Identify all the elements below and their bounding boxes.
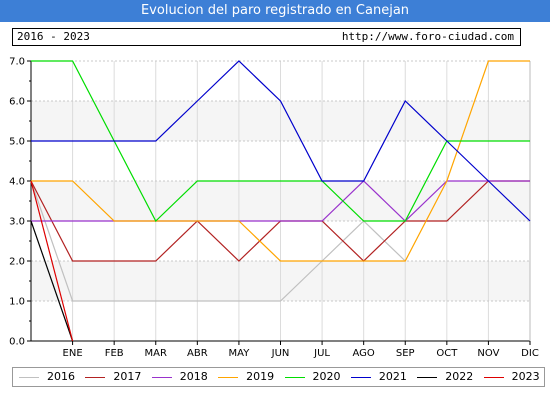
series-line-2021 [31,60,531,222]
series-line-2023 [30,180,74,342]
y-tick-label: 0.0 [9,337,25,348]
legend-item-2020: 2020 [284,368,341,386]
series-line-2019 [31,60,530,262]
legend-label: 2016 [47,370,75,383]
legend-label: 2020 [312,370,341,383]
source-url: http://www.foro-ciudad.com [341,30,514,43]
x-tick-label: OCT [436,348,458,359]
y-tick-label: 6.0 [9,97,25,108]
legend-swatch [350,376,371,378]
x-tick-label: JUN [271,348,290,359]
y-tick-label: 1.0 [9,297,25,308]
legend-swatch [218,376,239,378]
y-tick-label: 7.0 [9,57,25,68]
legend-item-2017: 2017 [85,368,141,386]
legend-label: 2021 [378,370,407,383]
legend-label: 2022 [445,370,474,383]
y-tick-label: 3.0 [9,217,25,228]
legend-label: 2018 [179,370,208,383]
x-tick-label: AGO [353,348,375,359]
legend-item-2022: 2022 [417,368,473,386]
legend-item-2023: 2023 [483,368,540,386]
info-box: 2016 - 2023 http://www.foro-ciudad.com [12,28,521,46]
x-tick-label: ABR [187,348,208,359]
period-label: 2016 - 2023 [17,30,90,43]
legend: 2016 2017 2018 2019 2020 2021 2022 2023 [12,367,545,387]
legend-label: 2017 [113,370,142,383]
x-tick-label: FEB [105,348,124,359]
x-tick-label: ENE [63,348,83,359]
x-tick-label: DIC [521,348,539,359]
y-tick-label: 2.0 [9,257,25,268]
legend-swatch [417,376,438,378]
legend-swatch [85,376,106,378]
y-tick-label: 4.0 [9,177,25,188]
y-tick-label: 5.0 [9,137,25,148]
x-tick-label: MAR [145,348,167,359]
legend-swatch [19,376,39,378]
x-tick-label: NOV [477,348,499,359]
legend-item-2016: 2016 [19,368,75,386]
series-line-2022 [30,220,74,342]
x-tick-label: SEP [396,348,415,359]
legend-item-2019: 2019 [218,368,274,386]
legend-item-2021: 2021 [350,368,407,386]
legend-label: 2019 [246,370,275,383]
legend-swatch [151,376,172,378]
x-tick-label: JUL [313,348,330,359]
legend-item-2018: 2018 [151,368,208,386]
chart-title: Evolucion del paro registrado en Canejan [0,0,550,22]
legend-label: 2023 [511,370,540,383]
x-tick-label: MAY [229,348,251,359]
legend-swatch [483,376,504,378]
legend-swatch [284,376,305,378]
